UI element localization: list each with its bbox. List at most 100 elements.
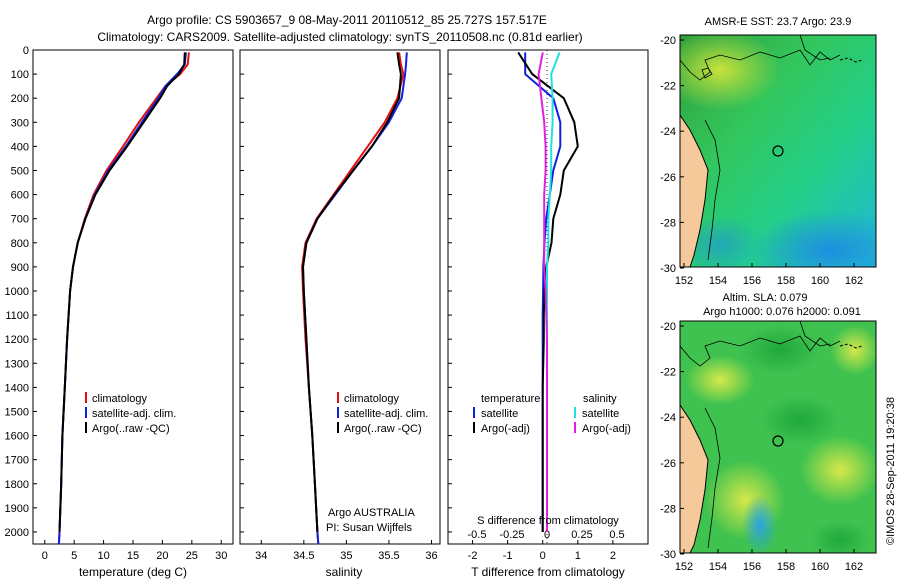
- lon-tick-label: 160: [811, 561, 829, 573]
- x-tick-label: 2: [610, 550, 616, 562]
- x-tick-label: 1: [575, 550, 581, 562]
- temperature-legend: climatology satellite-adj. clim. Argo(..…: [85, 392, 176, 435]
- sla-map-title2: Argo h1000: 0.076 h2000: 0.091: [703, 306, 861, 318]
- lat-tick-label: -20: [660, 35, 676, 47]
- x-tick-label: -1: [503, 550, 513, 562]
- lat-tick-label: -24: [660, 126, 676, 138]
- lat-tick-label: -28: [660, 503, 676, 515]
- depth-tick-label: 2000: [5, 527, 29, 539]
- x-tick-label: 35.5: [378, 550, 399, 562]
- lat-tick-label: -30: [660, 263, 676, 275]
- t-difference-xlabel: T difference from climatology: [471, 565, 625, 579]
- temperature-plot-frame: [32, 49, 234, 545]
- difference-legend: temperature satellite Argo(-adj) salinit…: [473, 393, 631, 435]
- x-tick-label: 0: [42, 550, 48, 562]
- s-difference-label: S difference from climatology: [477, 515, 619, 527]
- pi-note: PI: Susan Wijffels: [326, 522, 412, 534]
- difference-panel: -2 -1 0 1 2 -0.5 -0.25 0 0.25 0.5 S difference fr…: [447, 49, 649, 579]
- difference-plot-frame: [447, 49, 649, 545]
- series-line-climatology: [57, 52, 190, 545]
- depth-tick-label: 100: [11, 69, 29, 81]
- depth-tick-label: 1900: [5, 503, 29, 515]
- x-tick-label: 34.5: [293, 550, 314, 562]
- australia-coast-shape: [680, 114, 709, 267]
- lat-tick-label: -22: [660, 367, 676, 379]
- lon-tick-label: 162: [845, 561, 863, 573]
- imos-credit: ©IMOS 28-Sep-2011 19:20:38: [885, 397, 897, 545]
- series-line-satellite-adj-clim: [57, 52, 187, 545]
- lon-tick-label: 152: [675, 275, 693, 287]
- lat-tick-label: -26: [660, 172, 676, 184]
- x-tick-label: 5: [71, 550, 77, 562]
- series-line-argo-raw-qc: [302, 52, 402, 533]
- x-tick-label: 35: [340, 550, 352, 562]
- x-tick-label: 30: [215, 550, 227, 562]
- s-tick-label: 0.25: [571, 529, 592, 541]
- depth-tick-label: 0: [23, 45, 29, 57]
- series-line-argo-raw-qc: [58, 52, 186, 533]
- temperature-x-axis: 0 5 10 15 20 25 30: [42, 540, 227, 562]
- depth-tick-label: 600: [11, 190, 29, 202]
- depth-tick-label: 1600: [5, 431, 29, 443]
- sla-map: Altim. SLA: 0.079 Argo h1000: 0.076 h200…: [660, 292, 877, 573]
- series-line-temperature-argo-adj: [517, 51, 579, 532]
- temperature-panel: 0100200300400500600700800900100011001200…: [5, 45, 452, 579]
- legend-temperature-title: temperature: [481, 393, 540, 405]
- depth-tick-label: 800: [11, 238, 29, 250]
- lon-tick-label: 154: [709, 275, 727, 287]
- sst-map-frame: [679, 34, 877, 268]
- series-line-salinity-argo-adj: [537, 52, 548, 532]
- legend-salinity-title: salinity: [583, 393, 617, 405]
- legend-label-climatology: climatology: [92, 393, 148, 405]
- s-tick-label: 0.5: [609, 529, 624, 541]
- depth-tick-label: 400: [11, 141, 29, 153]
- salinity-panel: 34 34.5 35 35.5 36 salinity climatology sate…: [239, 49, 441, 579]
- depth-tick-label: 1100: [5, 310, 29, 322]
- depth-tick-label: 1200: [5, 334, 29, 346]
- depth-tick-label: 500: [11, 165, 29, 177]
- depth-tick-label: 300: [11, 117, 29, 129]
- depth-tick-label: 1400: [5, 382, 29, 394]
- lat-tick-label: -24: [660, 412, 676, 424]
- temperature-xlabel: temperature (deg C): [79, 565, 187, 579]
- x-tick-label: 36: [425, 550, 437, 562]
- argo-position-marker: [772, 145, 784, 157]
- series-line-satellite-adj-clim: [302, 52, 408, 545]
- depth-tick-label: 1300: [5, 358, 29, 370]
- lon-tick-label: 156: [743, 561, 761, 573]
- lon-tick-label: 154: [709, 561, 727, 573]
- figure-title-line1: Argo profile: CS 5903657_9 08-May-2011 2…: [147, 13, 547, 27]
- sst-map-lon-axis: 152 154 156 158 160 162: [675, 263, 863, 287]
- sla-map-frame: [679, 320, 877, 554]
- salinity-plot-frame: [239, 49, 441, 545]
- legend-label-climatology: climatology: [344, 393, 400, 405]
- figure-title-line2: Climatology: CARS2009. Satellite-adjuste…: [97, 30, 582, 44]
- sla-map-lat-axis: -20 -22 -24 -26 -28 -30: [660, 321, 684, 561]
- depth-axis: 0 100 200 300 400 500 600 700 800 900 1000 1100 1200…: [5, 45, 452, 539]
- lat-tick-label: -30: [660, 549, 676, 561]
- depth-contour: [704, 119, 721, 261]
- depth-tick-label: 1000: [5, 286, 29, 298]
- float-owner-note: Argo AUSTRALIA: [328, 507, 415, 519]
- salinity-legend: climatology satellite-adj. clim. Argo(..…: [337, 392, 428, 435]
- lat-tick-label: -22: [660, 81, 676, 93]
- lon-tick-label: 160: [811, 275, 829, 287]
- depth-tick-label: 1500: [5, 406, 29, 418]
- legend-label-argo: Argo(..raw -QC): [92, 423, 170, 435]
- x-tick-label: -2: [468, 550, 478, 562]
- s-tick-label: 0: [544, 529, 550, 541]
- depth-tick-label: 700: [11, 214, 29, 226]
- difference-series: [517, 51, 579, 532]
- x-tick-label: 34: [255, 550, 267, 562]
- lon-tick-label: 152: [675, 561, 693, 573]
- legend-label-t-satellite: satellite: [481, 408, 518, 420]
- lon-tick-label: 158: [777, 561, 795, 573]
- lat-tick-label: -28: [660, 217, 676, 229]
- x-tick-label: 20: [156, 550, 168, 562]
- salinity-xlabel: salinity: [326, 565, 363, 579]
- series-line-salinity-satellite: [546, 52, 561, 532]
- legend-label-satellite: satellite-adj. clim.: [92, 408, 176, 420]
- sst-map-lat-axis: -20 -22 -24 -26 -28 -30: [660, 35, 684, 275]
- series-line-climatology: [301, 52, 405, 545]
